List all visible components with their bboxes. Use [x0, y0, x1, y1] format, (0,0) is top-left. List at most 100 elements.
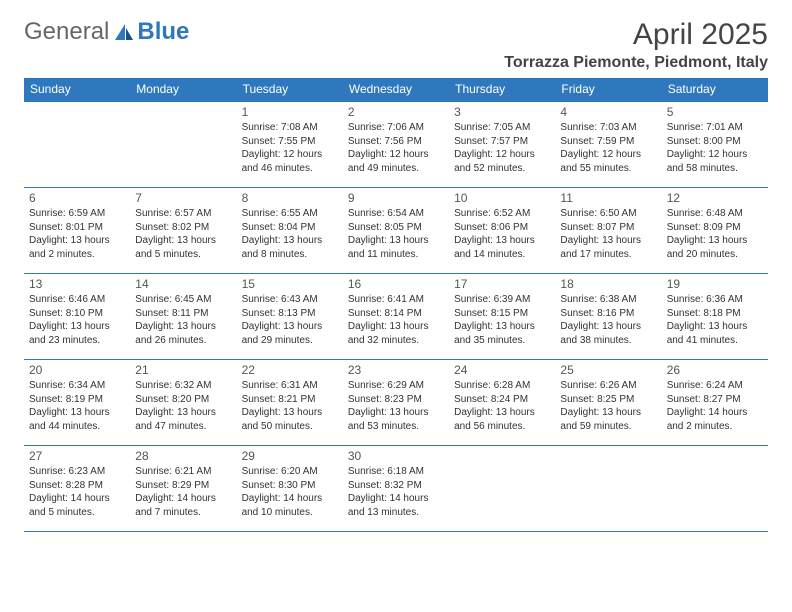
daylight-line: Daylight: 12 hours and 49 minutes.: [348, 148, 444, 175]
sunrise-line: Sunrise: 6:54 AM: [348, 207, 444, 221]
calendar-day-cell: 15Sunrise: 6:43 AMSunset: 8:13 PMDayligh…: [237, 274, 343, 360]
daylight-line: Daylight: 12 hours and 52 minutes.: [454, 148, 550, 175]
day-number: 25: [560, 363, 656, 377]
sunrise-line: Sunrise: 6:52 AM: [454, 207, 550, 221]
daylight-line: Daylight: 13 hours and 8 minutes.: [242, 234, 338, 261]
calendar-day-cell: [24, 102, 130, 188]
sunrise-line: Sunrise: 6:55 AM: [242, 207, 338, 221]
sunrise-line: Sunrise: 7:08 AM: [242, 121, 338, 135]
day-number: 16: [348, 277, 444, 291]
calendar-body: 1Sunrise: 7:08 AMSunset: 7:55 PMDaylight…: [24, 102, 768, 532]
calendar-day-cell: 26Sunrise: 6:24 AMSunset: 8:27 PMDayligh…: [662, 360, 768, 446]
sunset-line: Sunset: 8:05 PM: [348, 221, 444, 235]
daylight-line: Daylight: 14 hours and 7 minutes.: [135, 492, 231, 519]
daylight-line: Daylight: 13 hours and 59 minutes.: [560, 406, 656, 433]
calendar-day-cell: 29Sunrise: 6:20 AMSunset: 8:30 PMDayligh…: [237, 446, 343, 532]
sunset-line: Sunset: 8:25 PM: [560, 393, 656, 407]
sunset-line: Sunset: 8:18 PM: [667, 307, 763, 321]
daylight-line: Daylight: 13 hours and 14 minutes.: [454, 234, 550, 261]
calendar-day-cell: 16Sunrise: 6:41 AMSunset: 8:14 PMDayligh…: [343, 274, 449, 360]
calendar-day-cell: 28Sunrise: 6:21 AMSunset: 8:29 PMDayligh…: [130, 446, 236, 532]
calendar-week-row: 27Sunrise: 6:23 AMSunset: 8:28 PMDayligh…: [24, 446, 768, 532]
sunset-line: Sunset: 8:30 PM: [242, 479, 338, 493]
sunrise-line: Sunrise: 7:01 AM: [667, 121, 763, 135]
calendar-day-cell: 22Sunrise: 6:31 AMSunset: 8:21 PMDayligh…: [237, 360, 343, 446]
calendar-day-cell: 30Sunrise: 6:18 AMSunset: 8:32 PMDayligh…: [343, 446, 449, 532]
header: General Blue April 2025 Torrazza Piemont…: [24, 18, 768, 72]
day-number: 21: [135, 363, 231, 377]
daylight-line: Daylight: 13 hours and 23 minutes.: [29, 320, 125, 347]
day-number: 11: [560, 191, 656, 205]
sunset-line: Sunset: 8:20 PM: [135, 393, 231, 407]
sunset-line: Sunset: 8:02 PM: [135, 221, 231, 235]
sunrise-line: Sunrise: 6:18 AM: [348, 465, 444, 479]
calendar-day-cell: 7Sunrise: 6:57 AMSunset: 8:02 PMDaylight…: [130, 188, 236, 274]
day-number: 14: [135, 277, 231, 291]
daylight-line: Daylight: 13 hours and 26 minutes.: [135, 320, 231, 347]
calendar-day-cell: 21Sunrise: 6:32 AMSunset: 8:20 PMDayligh…: [130, 360, 236, 446]
calendar-day-cell: [130, 102, 236, 188]
weekday-header-row: Sunday Monday Tuesday Wednesday Thursday…: [24, 78, 768, 102]
calendar-day-cell: 11Sunrise: 6:50 AMSunset: 8:07 PMDayligh…: [555, 188, 661, 274]
sunrise-line: Sunrise: 6:39 AM: [454, 293, 550, 307]
day-number: 24: [454, 363, 550, 377]
sunset-line: Sunset: 7:56 PM: [348, 135, 444, 149]
sunset-line: Sunset: 8:21 PM: [242, 393, 338, 407]
calendar-day-cell: 8 Sunrise: 6:55 AMSunset: 8:04 PMDaylight…: [237, 188, 343, 274]
weekday-header: Tuesday: [237, 78, 343, 102]
page-title: April 2025: [504, 18, 768, 52]
daylight-line: Daylight: 14 hours and 10 minutes.: [242, 492, 338, 519]
logo-text-general: General: [24, 18, 109, 46]
day-number: 10: [454, 191, 550, 205]
daylight-line: Daylight: 12 hours and 58 minutes.: [667, 148, 763, 175]
calendar-day-cell: 23Sunrise: 6:29 AMSunset: 8:23 PMDayligh…: [343, 360, 449, 446]
calendar-table: Sunday Monday Tuesday Wednesday Thursday…: [24, 78, 768, 532]
day-number: 12: [667, 191, 763, 205]
sunrise-line: Sunrise: 6:46 AM: [29, 293, 125, 307]
sunset-line: Sunset: 8:32 PM: [348, 479, 444, 493]
calendar-day-cell: [662, 446, 768, 532]
sunrise-line: Sunrise: 6:45 AM: [135, 293, 231, 307]
sunrise-line: Sunrise: 7:06 AM: [348, 121, 444, 135]
calendar-week-row: 1Sunrise: 7:08 AMSunset: 7:55 PMDaylight…: [24, 102, 768, 188]
daylight-line: Daylight: 13 hours and 5 minutes.: [135, 234, 231, 261]
daylight-line: Daylight: 13 hours and 35 minutes.: [454, 320, 550, 347]
logo-sail-icon: [113, 22, 135, 42]
sunset-line: Sunset: 8:10 PM: [29, 307, 125, 321]
daylight-line: Daylight: 13 hours and 29 minutes.: [242, 320, 338, 347]
day-number: 22: [242, 363, 338, 377]
location-subtitle: Torrazza Piemonte, Piedmont, Italy: [504, 54, 768, 72]
day-number: 9: [348, 191, 444, 205]
daylight-line: Daylight: 13 hours and 50 minutes.: [242, 406, 338, 433]
day-number: 26: [667, 363, 763, 377]
sunset-line: Sunset: 8:23 PM: [348, 393, 444, 407]
sunrise-line: Sunrise: 6:48 AM: [667, 207, 763, 221]
daylight-line: Daylight: 13 hours and 44 minutes.: [29, 406, 125, 433]
calendar-day-cell: 25Sunrise: 6:26 AMSunset: 8:25 PMDayligh…: [555, 360, 661, 446]
sunset-line: Sunset: 7:59 PM: [560, 135, 656, 149]
sunset-line: Sunset: 8:29 PM: [135, 479, 231, 493]
daylight-line: Daylight: 13 hours and 20 minutes.: [667, 234, 763, 261]
day-number: 7: [135, 191, 231, 205]
sunrise-line: Sunrise: 6:28 AM: [454, 379, 550, 393]
calendar-day-cell: 17 Sunrise: 6:39 AMSunset: 8:15 PMDayligh…: [449, 274, 555, 360]
day-number: 17: [454, 277, 550, 291]
sunset-line: Sunset: 8:04 PM: [242, 221, 338, 235]
calendar-day-cell: 6Sunrise: 6:59 AMSunset: 8:01 PMDaylight…: [24, 188, 130, 274]
weekday-header: Sunday: [24, 78, 130, 102]
daylight-line: Daylight: 14 hours and 5 minutes.: [29, 492, 125, 519]
sunrise-line: Sunrise: 6:32 AM: [135, 379, 231, 393]
day-number: 8: [242, 191, 338, 205]
day-number: 23: [348, 363, 444, 377]
weekday-header: Monday: [130, 78, 236, 102]
daylight-line: Daylight: 13 hours and 11 minutes.: [348, 234, 444, 261]
sunset-line: Sunset: 7:55 PM: [242, 135, 338, 149]
day-number: 13: [29, 277, 125, 291]
sunset-line: Sunset: 8:15 PM: [454, 307, 550, 321]
weekday-header: Thursday: [449, 78, 555, 102]
daylight-line: Daylight: 13 hours and 32 minutes.: [348, 320, 444, 347]
sunrise-line: Sunrise: 6:23 AM: [29, 465, 125, 479]
sunset-line: Sunset: 8:09 PM: [667, 221, 763, 235]
calendar-day-cell: 9 Sunrise: 6:54 AMSunset: 8:05 PMDaylight…: [343, 188, 449, 274]
day-number: 28: [135, 449, 231, 463]
